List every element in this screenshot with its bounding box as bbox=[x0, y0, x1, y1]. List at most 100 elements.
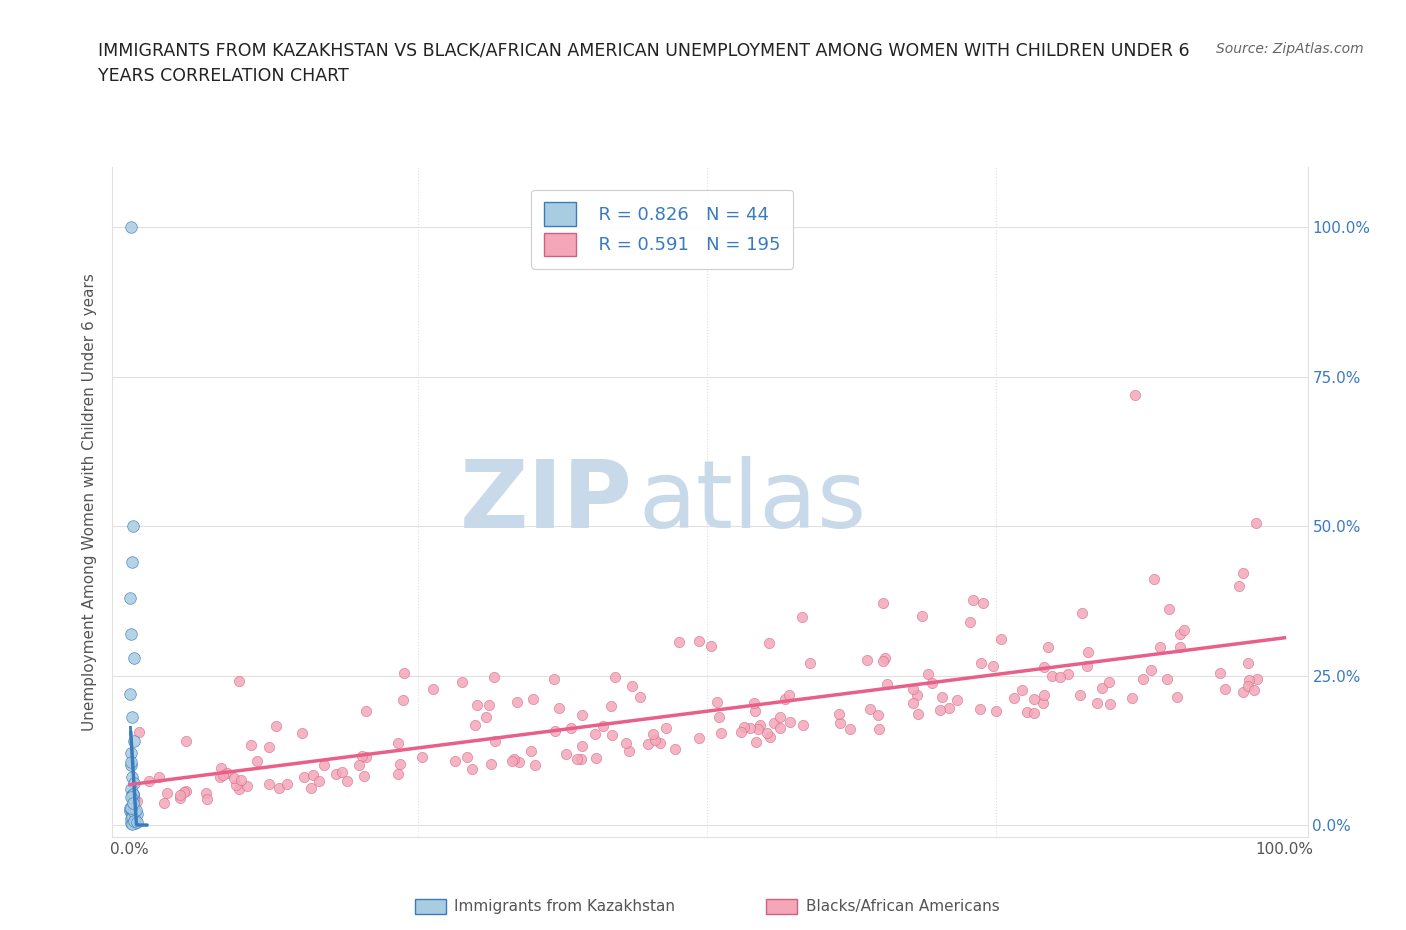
Point bbox=[1022, 692, 1045, 707]
Point bbox=[1168, 640, 1191, 655]
Point bbox=[744, 696, 766, 711]
Point bbox=[461, 762, 484, 777]
Point bbox=[120, 804, 142, 818]
Point bbox=[745, 735, 768, 750]
Point bbox=[876, 677, 898, 692]
Point bbox=[1213, 682, 1236, 697]
Point bbox=[838, 722, 860, 737]
Point bbox=[1246, 671, 1268, 686]
Point bbox=[592, 719, 614, 734]
Point bbox=[1237, 673, 1260, 688]
Point bbox=[122, 812, 145, 827]
Point bbox=[1015, 705, 1038, 720]
Point bbox=[1123, 387, 1146, 402]
Point bbox=[969, 656, 991, 671]
Point bbox=[128, 724, 150, 739]
Point bbox=[236, 779, 259, 794]
Point bbox=[122, 650, 145, 665]
Point bbox=[1156, 671, 1178, 686]
Point bbox=[1143, 572, 1166, 587]
Point bbox=[121, 809, 143, 824]
Point bbox=[946, 693, 969, 708]
Point bbox=[124, 816, 146, 830]
Point bbox=[299, 781, 322, 796]
Point bbox=[907, 707, 929, 722]
Point bbox=[392, 665, 415, 680]
Point bbox=[544, 724, 567, 738]
Point bbox=[1002, 691, 1025, 706]
Point bbox=[228, 674, 250, 689]
Point bbox=[828, 716, 851, 731]
Point bbox=[124, 812, 146, 827]
Point bbox=[122, 806, 145, 821]
Point bbox=[962, 592, 984, 607]
Point bbox=[931, 690, 953, 705]
Point bbox=[229, 773, 252, 788]
Point bbox=[336, 774, 359, 789]
Point bbox=[560, 721, 582, 736]
Point bbox=[215, 765, 238, 780]
Point bbox=[302, 768, 325, 783]
Point bbox=[121, 788, 143, 803]
Point bbox=[120, 804, 142, 818]
Point bbox=[1232, 565, 1254, 580]
Point bbox=[122, 519, 145, 534]
Point bbox=[122, 796, 145, 811]
Text: ZIP: ZIP bbox=[460, 457, 633, 548]
Point bbox=[122, 734, 145, 749]
Point bbox=[643, 726, 665, 741]
Point bbox=[972, 596, 994, 611]
Point bbox=[1049, 670, 1071, 684]
Point bbox=[120, 782, 142, 797]
Point bbox=[501, 753, 523, 768]
Point bbox=[478, 698, 501, 712]
Point bbox=[1139, 663, 1161, 678]
Point bbox=[508, 754, 530, 769]
Point bbox=[1166, 690, 1188, 705]
Point bbox=[195, 786, 218, 801]
Point bbox=[356, 703, 378, 718]
Point bbox=[1244, 516, 1267, 531]
Point bbox=[467, 698, 489, 712]
Point bbox=[121, 787, 143, 802]
Point bbox=[688, 731, 710, 746]
Point bbox=[520, 743, 543, 758]
Point bbox=[121, 770, 143, 785]
Point bbox=[872, 654, 894, 669]
Text: Source: ZipAtlas.com: Source: ZipAtlas.com bbox=[1216, 42, 1364, 56]
Point bbox=[1229, 578, 1251, 593]
Point bbox=[122, 810, 145, 825]
Point bbox=[790, 610, 813, 625]
Point bbox=[502, 751, 524, 766]
Point bbox=[121, 817, 143, 831]
Point bbox=[176, 734, 198, 749]
Point bbox=[120, 591, 142, 605]
Point bbox=[1232, 684, 1254, 699]
Point bbox=[664, 742, 686, 757]
Point bbox=[1076, 658, 1098, 673]
Point bbox=[981, 658, 1004, 673]
Point bbox=[602, 727, 624, 742]
Point bbox=[120, 746, 142, 761]
Point bbox=[523, 757, 546, 772]
Point bbox=[121, 788, 143, 803]
Point bbox=[330, 764, 353, 779]
Point bbox=[125, 807, 148, 822]
Point bbox=[122, 814, 145, 829]
Point bbox=[1057, 666, 1080, 681]
Point bbox=[873, 651, 896, 666]
Point bbox=[1038, 640, 1060, 655]
Point bbox=[569, 751, 592, 766]
Point bbox=[1011, 683, 1033, 698]
Point bbox=[209, 769, 232, 784]
Point bbox=[276, 777, 298, 791]
Point bbox=[121, 803, 143, 817]
Point bbox=[314, 758, 336, 773]
Point bbox=[733, 720, 755, 735]
Point bbox=[209, 761, 232, 776]
Point bbox=[291, 725, 314, 740]
Point bbox=[901, 696, 924, 711]
Point bbox=[224, 770, 246, 785]
Point bbox=[959, 614, 981, 629]
Point bbox=[828, 707, 851, 722]
